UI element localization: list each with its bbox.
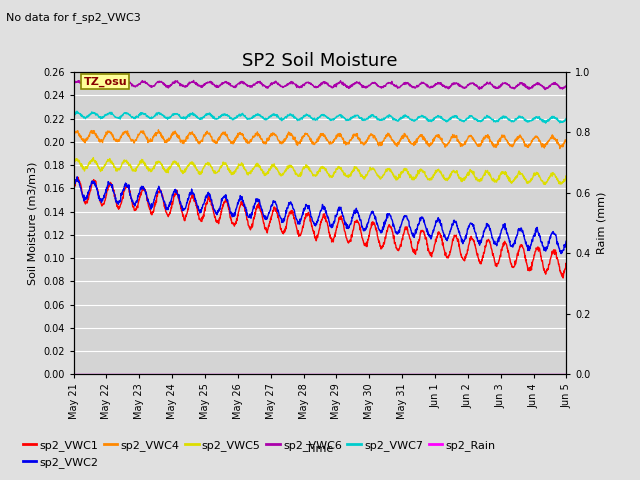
- Text: No data for f_sp2_VWC3: No data for f_sp2_VWC3: [6, 12, 141, 23]
- sp2_Rain: [298, 372, 305, 377]
- sp2_VWC2: [557, 251, 565, 256]
- Y-axis label: Soil Moisture (m3/m3): Soil Moisture (m3/m3): [28, 161, 37, 285]
- sp2_VWC6: [541, 87, 549, 93]
- Line: sp2_VWC5: sp2_VWC5: [74, 157, 566, 184]
- sp2_VWC5: [108, 160, 116, 166]
- sp2_VWC5: [541, 181, 549, 187]
- sp2_VWC1: [559, 275, 567, 281]
- sp2_VWC1: [108, 184, 116, 190]
- sp2_VWC7: [128, 114, 136, 120]
- sp2_VWC1: [298, 228, 306, 233]
- sp2_VWC6: [298, 84, 306, 89]
- sp2_VWC2: [563, 238, 570, 244]
- Y-axis label: Raim (mm): Raim (mm): [596, 192, 606, 254]
- sp2_VWC4: [70, 129, 77, 134]
- sp2_VWC2: [289, 205, 297, 211]
- Line: sp2_VWC6: sp2_VWC6: [74, 81, 566, 90]
- sp2_VWC2: [279, 219, 287, 225]
- sp2_VWC1: [279, 229, 287, 235]
- sp2_VWC5: [90, 155, 97, 160]
- Line: sp2_VWC1: sp2_VWC1: [74, 177, 566, 278]
- sp2_Rain: [563, 372, 570, 377]
- X-axis label: Time: Time: [307, 444, 333, 454]
- sp2_VWC5: [563, 175, 570, 181]
- sp2_VWC4: [155, 127, 163, 132]
- sp2_VWC5: [70, 159, 77, 165]
- sp2_VWC4: [128, 138, 136, 144]
- sp2_VWC7: [351, 113, 358, 119]
- sp2_VWC1: [73, 174, 81, 180]
- sp2_VWC7: [279, 117, 287, 122]
- sp2_VWC2: [351, 207, 358, 213]
- sp2_VWC4: [298, 134, 306, 140]
- sp2_VWC5: [351, 164, 358, 169]
- sp2_Rain: [279, 372, 287, 377]
- sp2_VWC4: [289, 136, 297, 142]
- sp2_VWC1: [563, 263, 570, 268]
- sp2_VWC1: [351, 222, 358, 228]
- sp2_VWC6: [189, 78, 197, 84]
- Text: TZ_osu: TZ_osu: [83, 76, 127, 87]
- sp2_Rain: [70, 372, 77, 377]
- sp2_VWC2: [74, 174, 81, 180]
- sp2_VWC1: [128, 199, 136, 205]
- sp2_VWC1: [289, 213, 297, 218]
- sp2_VWC6: [563, 83, 570, 88]
- sp2_VWC5: [128, 167, 136, 172]
- sp2_VWC5: [279, 172, 287, 178]
- Line: sp2_VWC4: sp2_VWC4: [74, 130, 566, 148]
- sp2_VWC6: [70, 81, 77, 86]
- sp2_VWC5: [298, 168, 306, 174]
- sp2_Rain: [128, 372, 136, 377]
- sp2_VWC7: [289, 112, 297, 118]
- Title: SP2 Soil Moisture: SP2 Soil Moisture: [243, 52, 397, 71]
- sp2_VWC7: [298, 117, 306, 122]
- sp2_VWC5: [289, 165, 297, 171]
- sp2_Rain: [289, 372, 297, 377]
- Legend: sp2_VWC1, sp2_VWC2, sp2_VWC4, sp2_VWC5, sp2_VWC6, sp2_VWC7, sp2_Rain: sp2_VWC1, sp2_VWC2, sp2_VWC4, sp2_VWC5, …: [19, 436, 500, 472]
- sp2_Rain: [108, 372, 116, 377]
- sp2_VWC7: [563, 115, 570, 121]
- sp2_VWC6: [351, 82, 358, 87]
- sp2_VWC2: [108, 185, 116, 191]
- Line: sp2_VWC2: sp2_VWC2: [74, 177, 566, 253]
- sp2_VWC6: [128, 83, 136, 89]
- sp2_VWC4: [563, 137, 570, 143]
- sp2_VWC2: [298, 213, 306, 219]
- sp2_VWC7: [108, 111, 116, 117]
- sp2_VWC4: [556, 145, 564, 151]
- sp2_VWC6: [108, 79, 116, 84]
- sp2_VWC7: [542, 120, 550, 126]
- sp2_VWC7: [70, 112, 77, 118]
- sp2_Rain: [350, 372, 358, 377]
- sp2_VWC2: [70, 183, 77, 189]
- sp2_VWC6: [279, 84, 287, 89]
- sp2_VWC1: [70, 185, 77, 191]
- sp2_VWC7: [73, 108, 81, 114]
- sp2_VWC4: [279, 140, 287, 145]
- sp2_VWC2: [128, 199, 136, 204]
- sp2_VWC4: [108, 131, 116, 136]
- Line: sp2_VWC7: sp2_VWC7: [74, 111, 566, 123]
- sp2_VWC4: [351, 132, 358, 138]
- sp2_VWC6: [289, 80, 297, 85]
